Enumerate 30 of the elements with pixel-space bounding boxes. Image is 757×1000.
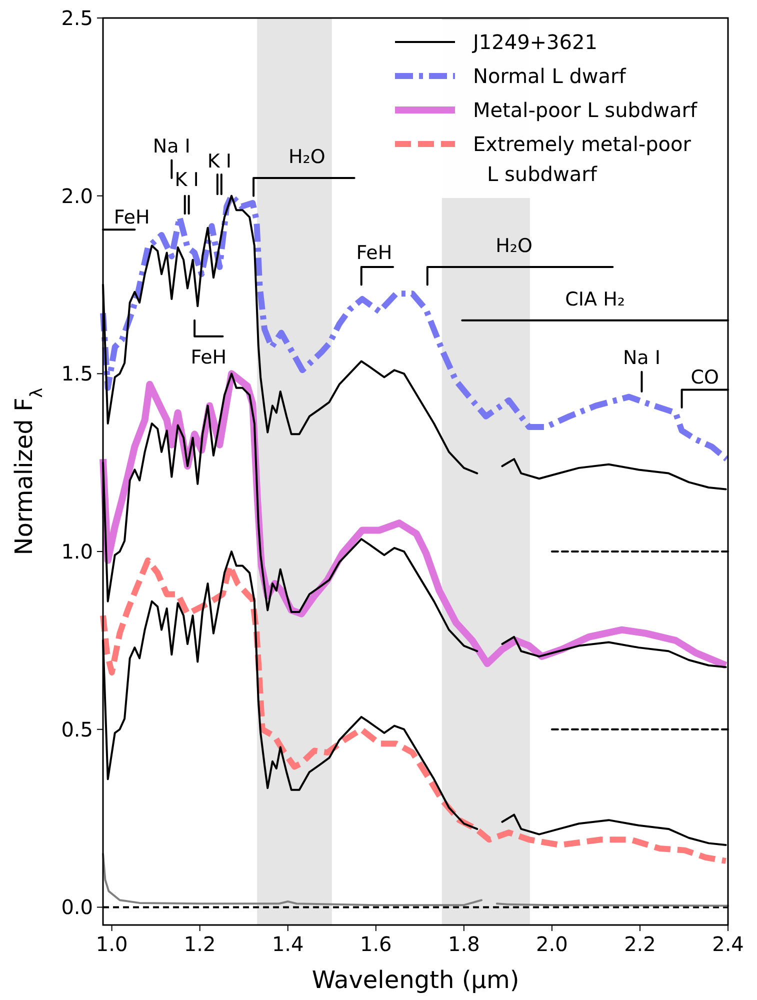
annotation: CO [690, 366, 720, 389]
annotation: K I [207, 150, 232, 172]
x-axis-title: Wavelength (μm) [312, 966, 520, 994]
annotation: FeH [114, 206, 150, 229]
x-tick-label: 2.2 [624, 932, 656, 956]
annotation: H₂O [288, 146, 326, 168]
y-tick-label: 1.0 [61, 540, 93, 564]
x-tick-label: 1.8 [448, 932, 480, 956]
annotation: H₂O [496, 234, 532, 257]
y-tick-label: 2.0 [61, 184, 93, 208]
legend-label: J1249+3621 [471, 30, 598, 54]
y-tick-label: 1.5 [61, 362, 93, 386]
annotation: FeH [190, 346, 227, 368]
annotation: Na I [622, 346, 660, 369]
x-tick-label: 1.4 [272, 932, 304, 956]
annotation: K I [174, 168, 199, 191]
legend-label: Extremely metal-poor L subdwarf [473, 132, 692, 186]
x-tick-label: 1.2 [184, 932, 216, 956]
legend-label: Metal-poor L subdwarf [473, 98, 698, 122]
legend-label: Normal L dwarf [473, 64, 627, 88]
y-tick-label: 2.5 [61, 6, 93, 30]
x-tick-label: 1.6 [360, 932, 392, 956]
x-tick-label: 2.4 [712, 932, 744, 956]
y-tick-label: 0.5 [61, 717, 93, 742]
annotation: FeH [356, 242, 392, 264]
x-tick-label: 2.0 [536, 932, 568, 956]
y-tick-label: 0.0 [61, 895, 93, 920]
annotation: CIA H₂ [565, 288, 625, 310]
annotation: Na I [152, 135, 190, 158]
x-tick-label: 1.0 [96, 932, 128, 956]
